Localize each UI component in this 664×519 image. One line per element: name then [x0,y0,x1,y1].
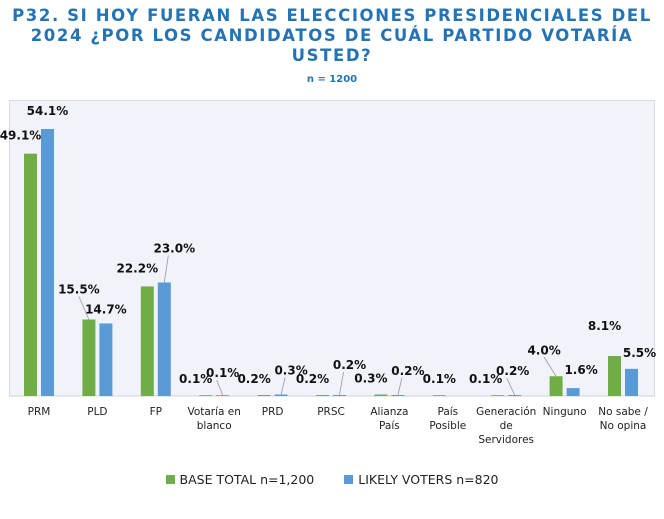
x-tick-label: PRM [28,406,51,418]
bar-likely-voters [625,368,638,396]
x-tick-label: PRSC [317,406,345,418]
bar-likely-voters [274,394,288,396]
bar-base-total [199,395,213,396]
leader-line [216,380,224,396]
chart-title-line: P32. SI HOY FUERAN LAS ELECCIONES PRESID… [12,6,652,25]
data-label: 0.1% [469,372,502,386]
chart-subtitle: n = 1200 [306,74,358,85]
leader-line [397,377,403,396]
data-label: 0.1% [179,372,212,386]
chart-title-line: USTED? [291,46,373,65]
bar-base-total [24,153,37,396]
x-tick-label: PRD [262,406,284,418]
x-tick-label-line: País [437,406,458,418]
legend: BASE TOTAL n=1,200 LIKELY VOTERS n=820 [0,472,664,487]
bar-base-total [549,376,563,396]
data-label: 49.1% [0,129,41,143]
data-label: 4.0% [527,343,560,357]
bar-base-total [316,395,329,396]
x-tick-label: País Posible [429,406,466,432]
data-label: 0.2% [333,358,366,372]
legend-item-likely-voters: LIKELY VOTERS n=820 [344,472,498,487]
x-tick-label-line: País [379,420,400,432]
bar-base-total [608,356,621,396]
data-label: 0.2% [237,372,270,386]
x-tick-label-line: FP [150,406,162,418]
data-label: 0.2% [496,364,529,378]
bar-base-total [140,286,154,396]
data-label: 0.3% [274,364,307,378]
bar-likely-voters [391,395,405,396]
bar-base-total [432,395,446,396]
bar-likely-voters [508,395,522,396]
x-tick-label-line: blanco [197,420,232,432]
bar-base-total [82,319,96,396]
bar-likely-voters [566,388,580,396]
data-label: 1.6% [564,363,597,377]
leader-line [163,255,169,283]
data-label: 54.1% [27,104,69,118]
data-label: 8.1% [588,319,621,333]
data-label: 0.2% [391,364,424,378]
x-tick-label-line: Servidores [478,434,534,446]
x-tick-label-line: PRM [28,406,51,418]
plot-area [9,100,655,396]
data-label: 14.7% [85,302,127,316]
data-label: 22.2% [116,261,158,275]
x-tick-label: FP [150,406,162,418]
bar-base-total [257,395,271,396]
data-label: 0.1% [206,366,239,380]
x-tick-label-line: Generación [476,406,536,418]
leader-line [280,377,286,395]
x-tick-label: Alianza País [370,406,408,432]
x-tick-label-line: Alianza [370,406,408,418]
data-label: 0.2% [296,372,329,386]
leader-line [506,377,516,396]
x-tick-label-line: PRSC [317,406,345,418]
x-tick-label-line: Votaría en [187,406,240,418]
legend-label-base-total: BASE TOTAL n=1,200 [179,472,315,487]
legend-label-likely-voters: LIKELY VOTERS n=820 [358,472,499,487]
data-label: 0.3% [354,372,387,386]
x-tick-label-line: PRD [262,406,284,418]
x-tick-label-line: Posible [429,420,466,432]
data-label: 15.5% [58,283,100,297]
x-tick-label-line: de [500,420,513,432]
data-label: 23.0% [153,241,195,255]
chart-title: P32. SI HOY FUERAN LAS ELECCIONES PRESID… [0,6,664,66]
x-tick-label-line: No sabe / [598,406,648,418]
x-tick-label: PLD [87,406,107,418]
data-label: 0.1% [423,372,456,386]
legend-swatch-likely-voters [344,475,354,484]
bar-likely-voters [333,395,346,396]
legend-swatch-base-total [165,475,175,484]
x-tick-label: No sabe / No opina [598,406,648,432]
bar-chart: 49.1% 54.1% PRM 15.5% 14.7% PLD 22.2% 23.0% FP 0.… [0,104,656,446]
x-tick-label-line: PLD [87,406,107,418]
chart-title-line: 2024 ¿POR LOS CANDIDATOS DE CUÁL PARTIDO… [30,26,634,45]
bar-likely-voters [157,282,171,396]
bar-likely-voters [99,323,113,396]
x-tick-label-line: Ninguno [543,406,587,418]
x-tick-label-line: No opina [600,420,647,432]
x-tick-label: Votaría en blanco [187,406,240,432]
leader-line [339,371,344,396]
x-tick-label: Ninguno [543,406,587,418]
leader-line [543,357,557,377]
leader-line [78,296,90,320]
bar-base-total [374,394,388,396]
x-tick-label: Generación de Servidores [476,406,536,446]
data-label: 5.5% [623,346,656,360]
legend-item-base-total: BASE TOTAL n=1,200 [165,472,315,487]
bar-base-total [491,395,505,396]
bar-likely-voters [216,395,230,396]
bar-likely-voters [41,129,54,397]
